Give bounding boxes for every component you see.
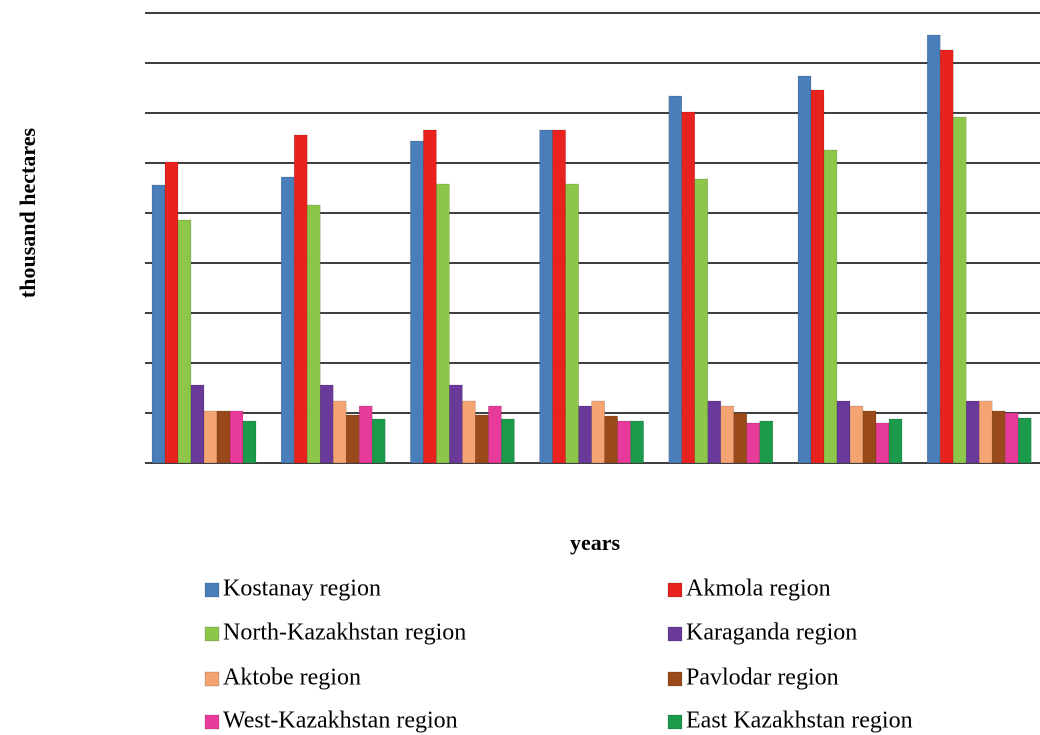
bar bbox=[319, 384, 334, 464]
bar bbox=[1017, 417, 1032, 464]
bar bbox=[875, 422, 890, 464]
legend-swatch bbox=[204, 582, 220, 598]
bar bbox=[462, 400, 476, 464]
bar bbox=[849, 405, 864, 464]
bar bbox=[604, 415, 618, 464]
bar bbox=[746, 422, 761, 464]
bar bbox=[306, 204, 321, 464]
legend-label: Akmola region bbox=[686, 576, 831, 602]
bar bbox=[151, 184, 166, 464]
bar bbox=[190, 384, 205, 464]
bar bbox=[965, 400, 980, 464]
bar bbox=[436, 183, 450, 464]
bar bbox=[952, 116, 967, 464]
bar bbox=[164, 161, 179, 464]
bar bbox=[617, 420, 631, 464]
bar bbox=[216, 410, 231, 464]
legend-swatch bbox=[204, 714, 220, 730]
bar bbox=[823, 149, 838, 464]
bar bbox=[332, 400, 347, 464]
legend-label: Karaganda region bbox=[686, 620, 857, 646]
bar bbox=[759, 420, 774, 464]
legend-swatch bbox=[204, 671, 220, 687]
bar bbox=[552, 129, 566, 464]
bar bbox=[888, 418, 903, 464]
bar bbox=[358, 405, 373, 464]
bar bbox=[423, 129, 437, 464]
bar bbox=[630, 420, 644, 464]
legend-label: Pavlodar region bbox=[686, 665, 839, 691]
bar bbox=[293, 134, 308, 464]
bar bbox=[345, 414, 360, 464]
legend-label: Aktobe region bbox=[223, 665, 361, 691]
bar bbox=[707, 400, 722, 464]
bar bbox=[836, 400, 851, 464]
bar bbox=[939, 49, 954, 464]
bar bbox=[668, 95, 683, 464]
legend-label: North-Kazakhstan region bbox=[223, 620, 466, 646]
bar bbox=[449, 384, 463, 464]
bar bbox=[410, 140, 424, 464]
bar bbox=[681, 111, 696, 464]
legend-swatch bbox=[667, 671, 683, 687]
bar bbox=[229, 410, 244, 464]
bar bbox=[862, 410, 877, 464]
legend-swatch bbox=[667, 714, 683, 730]
bar bbox=[810, 89, 825, 464]
legend-swatch bbox=[667, 582, 683, 598]
bar bbox=[488, 405, 502, 464]
bar bbox=[177, 219, 192, 464]
bar bbox=[501, 418, 515, 464]
bar bbox=[242, 420, 257, 464]
bar bbox=[203, 410, 218, 464]
bar bbox=[926, 34, 941, 464]
bar bbox=[565, 183, 579, 464]
legend-swatch bbox=[667, 626, 683, 642]
x-axis-title: years bbox=[570, 530, 621, 555]
bar bbox=[475, 414, 489, 464]
legend-swatch bbox=[204, 626, 220, 642]
bar bbox=[371, 418, 386, 464]
bar bbox=[733, 412, 748, 464]
bar bbox=[539, 129, 553, 464]
bar bbox=[1004, 412, 1019, 464]
bar bbox=[991, 410, 1006, 464]
legend-label: East Kazakhstan region bbox=[686, 708, 913, 734]
bar bbox=[797, 75, 812, 464]
bar bbox=[591, 400, 605, 464]
legend-label: West-Kazakhstan region bbox=[223, 708, 458, 734]
bar bbox=[694, 178, 709, 464]
bar bbox=[280, 176, 295, 464]
legend-label: Kostanay region bbox=[223, 576, 381, 602]
y-axis-title: thousand hectares bbox=[15, 128, 40, 299]
bar bbox=[978, 400, 993, 464]
bar bbox=[720, 405, 735, 464]
bar bbox=[578, 405, 592, 464]
